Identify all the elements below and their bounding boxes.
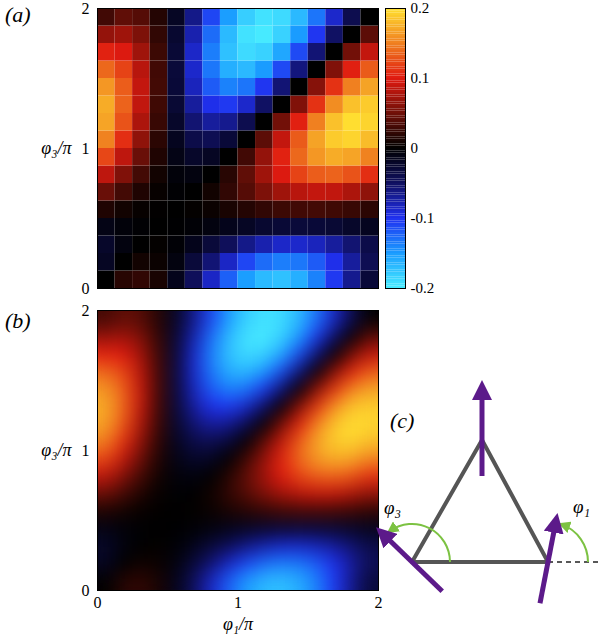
svg-text:0: 0 <box>82 280 90 297</box>
svg-text:0: 0 <box>94 594 102 611</box>
svg-text:φ₃: φ₃ <box>384 497 401 518</box>
svg-text:-0.2: -0.2 <box>411 280 435 296</box>
svg-text:φ₃/π: φ₃/π <box>41 440 72 460</box>
svg-text:1: 1 <box>234 594 242 611</box>
svg-text:φ₃/π: φ₃/π <box>41 138 72 158</box>
html-text:(b): (b) <box>5 308 31 333</box>
svg-text:1: 1 <box>82 442 90 459</box>
html-text:(a): (a) <box>5 2 31 27</box>
svg-text:2: 2 <box>375 594 383 611</box>
svg-text:φ₁: φ₁ <box>573 496 590 517</box>
svg-text:2: 2 <box>82 302 90 319</box>
svg-text:0.2: 0.2 <box>411 0 430 16</box>
svg-text:0: 0 <box>411 140 419 156</box>
svg-text:1: 1 <box>82 140 90 157</box>
svg-text:2: 2 <box>82 0 90 17</box>
svg-text:-0.1: -0.1 <box>411 210 435 226</box>
svg-text:0.1: 0.1 <box>411 70 430 86</box>
svg-text:(c): (c) <box>390 408 414 433</box>
svg-text:φ₁/π: φ₁/π <box>223 614 254 634</box>
svg-text:0: 0 <box>82 582 90 599</box>
